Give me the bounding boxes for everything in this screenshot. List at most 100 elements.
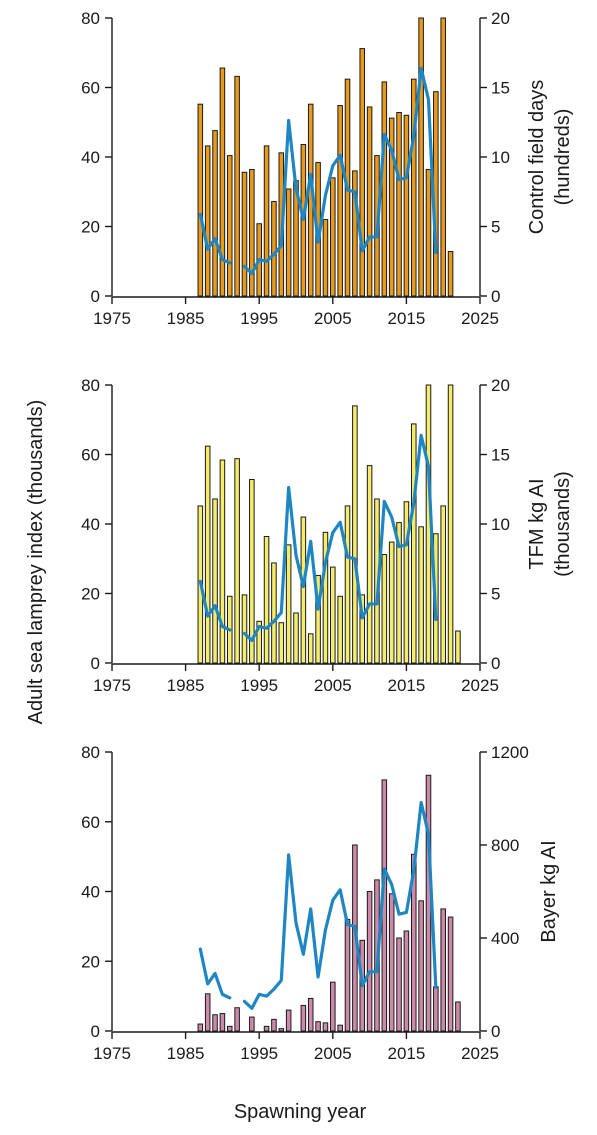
bar-1990: [219, 67, 226, 297]
bar-2020: [440, 17, 446, 297]
right-axis-label: TFM kg AI: [526, 478, 548, 569]
x-tick-label: 2025: [461, 309, 499, 328]
bar-2008: [352, 170, 358, 297]
bar-2009: [359, 48, 366, 297]
panel-control-field-days: 0 20 40 60 80 0 5 10 15 20 1975 1985 1995 2005 2015 202…: [81, 9, 574, 328]
bar-2016: [410, 853, 417, 1032]
bar-2014: [396, 937, 402, 1032]
right-tick-label: 800: [491, 836, 519, 855]
bar-2010: [366, 891, 373, 1032]
bar-2004: [322, 219, 329, 297]
bar-1991: [226, 155, 233, 297]
left-tick-label: 80: [81, 743, 100, 762]
bar-2000: [293, 612, 299, 664]
left-tick-label: 20: [81, 585, 100, 604]
x-tick-label: 1985: [167, 309, 205, 328]
x-tick-label: 2025: [461, 676, 499, 695]
bar-1989: [212, 130, 218, 297]
bar-1997: [271, 200, 277, 297]
bar-2010: [366, 106, 373, 297]
left-tick-label: 40: [81, 883, 100, 902]
right-axis-label: (thousands): [552, 471, 574, 577]
bar-1995: [256, 620, 262, 664]
x-tick-label: 1985: [167, 676, 205, 695]
bar-1992: [234, 1007, 240, 1032]
bar-2005: [330, 566, 336, 664]
left-tick-label: 60: [81, 446, 100, 465]
bar-1998: [278, 1028, 285, 1032]
right-tick-label: 0: [491, 654, 500, 673]
bar-2020: [440, 908, 446, 1032]
x-tick-label: 1985: [167, 1044, 205, 1063]
bar-2022: [455, 1001, 461, 1032]
bar-1994: [249, 169, 255, 297]
x-tick-label: 1995: [240, 1044, 278, 1063]
x-tick-label: 1995: [240, 309, 278, 328]
right-tick-label: 1200: [491, 743, 529, 762]
bar-2013: [388, 893, 395, 1032]
right-tick-label: 10: [491, 515, 510, 534]
x-tick-label: 1975: [93, 676, 131, 695]
bar-1991: [226, 1025, 233, 1032]
bar-2015: [403, 930, 410, 1032]
bar-2020: [440, 505, 446, 664]
bar-2013: [388, 117, 395, 297]
bar-2007: [344, 505, 351, 664]
bar-2008: [352, 405, 358, 664]
bar-1988: [204, 445, 211, 664]
bar-1987: [197, 1023, 204, 1032]
shared-y-axis-label: Adult sea lamprey index (thousands): [25, 400, 47, 725]
bar-1994: [249, 1016, 255, 1032]
bar-2021: [447, 916, 454, 1032]
bar-2017: [418, 17, 424, 297]
x-tick-label: 2025: [461, 1044, 499, 1063]
bar-1996: [263, 1025, 270, 1032]
right-tick-label: 15: [491, 446, 510, 465]
bar-2017: [418, 900, 424, 1032]
bar-2015: [403, 114, 410, 297]
x-tick-label: 1995: [240, 676, 278, 695]
x-tick-label: 2005: [314, 1044, 352, 1063]
bar-2002: [307, 633, 314, 664]
bar-2009: [359, 594, 366, 664]
bar-2021: [447, 384, 454, 664]
x-tick-label: 2005: [314, 309, 352, 328]
left-tick-label: 20: [81, 952, 100, 971]
right-axis-label: Bayer kg AI: [538, 840, 560, 942]
x-tick-label: 1975: [93, 1044, 131, 1063]
left-tick-label: 20: [81, 218, 100, 237]
right-tick-label: 0: [491, 287, 500, 306]
bar-2005: [330, 177, 336, 297]
bar-2001: [300, 1004, 307, 1032]
right-tick-label: 0: [491, 1022, 500, 1041]
bar-2006: [337, 595, 343, 664]
bar-2003: [315, 574, 321, 664]
bar-1989: [212, 1014, 218, 1032]
x-tick-label: 2015: [387, 1044, 425, 1063]
right-tick-label: 5: [491, 218, 500, 237]
bar-1988: [204, 145, 211, 297]
bar-1987: [197, 103, 204, 297]
left-tick-label: 0: [91, 654, 100, 673]
shared-x-axis-label: Spawning year: [234, 1101, 367, 1123]
bar-2012: [381, 554, 388, 664]
left-tick-label: 60: [81, 79, 100, 98]
right-tick-label: 5: [491, 585, 500, 604]
bar-2016: [410, 78, 417, 297]
bar-1999: [285, 188, 292, 297]
right-axis-label: Control field days: [526, 80, 548, 235]
left-tick-label: 0: [91, 1022, 100, 1041]
bar-1989: [212, 498, 218, 664]
bar-2006: [337, 1024, 343, 1032]
right-tick-label: 20: [491, 376, 510, 395]
bar-1993: [241, 171, 248, 297]
bar-2016: [410, 423, 417, 664]
x-tick-label: 1975: [93, 309, 131, 328]
bar-2004: [322, 531, 329, 664]
bar-2004: [322, 1022, 329, 1032]
left-tick-label: 40: [81, 148, 100, 167]
bar-2014: [396, 112, 402, 297]
bar-2019: [433, 986, 439, 1032]
